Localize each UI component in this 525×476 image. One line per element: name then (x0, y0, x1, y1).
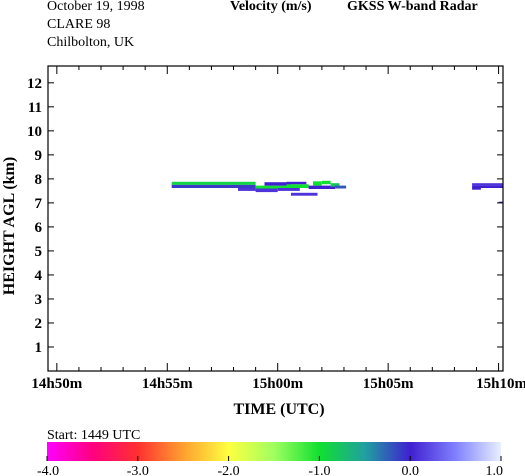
echo-cell-6 (277, 188, 300, 191)
campaign-label: CLARE 98 (47, 17, 111, 32)
echo-cell-14 (335, 185, 347, 189)
start-label: Start: 1449 UTC (47, 428, 140, 443)
echo-layer (171, 180, 503, 203)
echo-cell-0 (171, 181, 256, 185)
x-tick-label-3: 15h05m (363, 376, 414, 392)
y-tick-label-3: 3 (35, 292, 43, 308)
x-axis-label: TIME (UTC) (233, 401, 324, 418)
x-tick-label-1: 14h55m (142, 376, 193, 392)
x-tick-label-4: 15h10m (476, 376, 525, 392)
y-tick-label-7: 7 (35, 196, 43, 212)
echo-cell-2 (238, 188, 256, 191)
location-label: Chilbolton, UK (47, 35, 135, 50)
echo-cell-7 (286, 184, 309, 188)
instrument-label: GKSS W-band Radar (347, 0, 478, 14)
colorbar-tick-label-4: 0.0 (401, 464, 419, 476)
y-tick-label-4: 4 (35, 268, 43, 284)
y-tick-label-11: 11 (28, 100, 42, 116)
echo-cell-9 (291, 192, 318, 196)
plot-frame (47, 65, 504, 372)
colorbar-tick-label-5: 1.0 (486, 464, 504, 476)
date-label: October 19, 1998 (47, 0, 145, 14)
echo-cell-8 (286, 181, 307, 185)
velocity-colorbar (47, 442, 501, 461)
y-tick-label-1: 1 (35, 340, 43, 356)
y-tick-label-2: 2 (35, 316, 43, 332)
echo-cell-4 (255, 185, 289, 189)
x-axis-ticks: 14h50m 14h55m 15h00m 15h05m 15h10m (31, 66, 525, 392)
echo-cell-17 (472, 188, 481, 190)
quantity-label: Velocity (m/s) (230, 0, 312, 14)
colorbar-tick-label-1: -3.0 (127, 464, 149, 476)
echo-cell-10 (308, 185, 336, 189)
echo-cell-15 (472, 185, 503, 188)
colorbar-ticks: -4.0 -3.0 -2.0 -1.0 0.0 1.0 (37, 456, 503, 476)
colorbar-tick-label-2: -2.0 (218, 464, 240, 476)
y-tick-label-12: 12 (27, 76, 42, 92)
echo-cell-12 (321, 180, 331, 185)
echo-cell-5 (264, 182, 291, 186)
x-tick-label-2: 15h00m (252, 376, 303, 392)
echo-cell-16 (472, 183, 503, 186)
y-axis-label: HEIGHT AGL (km) (1, 157, 18, 295)
echo-cell-18 (498, 201, 503, 203)
echo-cell-11 (313, 181, 322, 186)
echo-cell-13 (330, 183, 340, 187)
colorbar-tick-label-0: -4.0 (37, 464, 59, 476)
echo-cell-3 (255, 188, 278, 193)
y-tick-label-5: 5 (35, 244, 43, 260)
colorbar-tick-label-3: -1.0 (308, 464, 330, 476)
y-tick-label-6: 6 (35, 220, 43, 236)
echo-cell-1 (171, 184, 256, 188)
y-tick-label-8: 8 (35, 172, 43, 188)
y-tick-label-10: 10 (27, 124, 42, 140)
x-tick-label-0: 14h50m (31, 376, 82, 392)
y-tick-label-9: 9 (35, 148, 43, 164)
